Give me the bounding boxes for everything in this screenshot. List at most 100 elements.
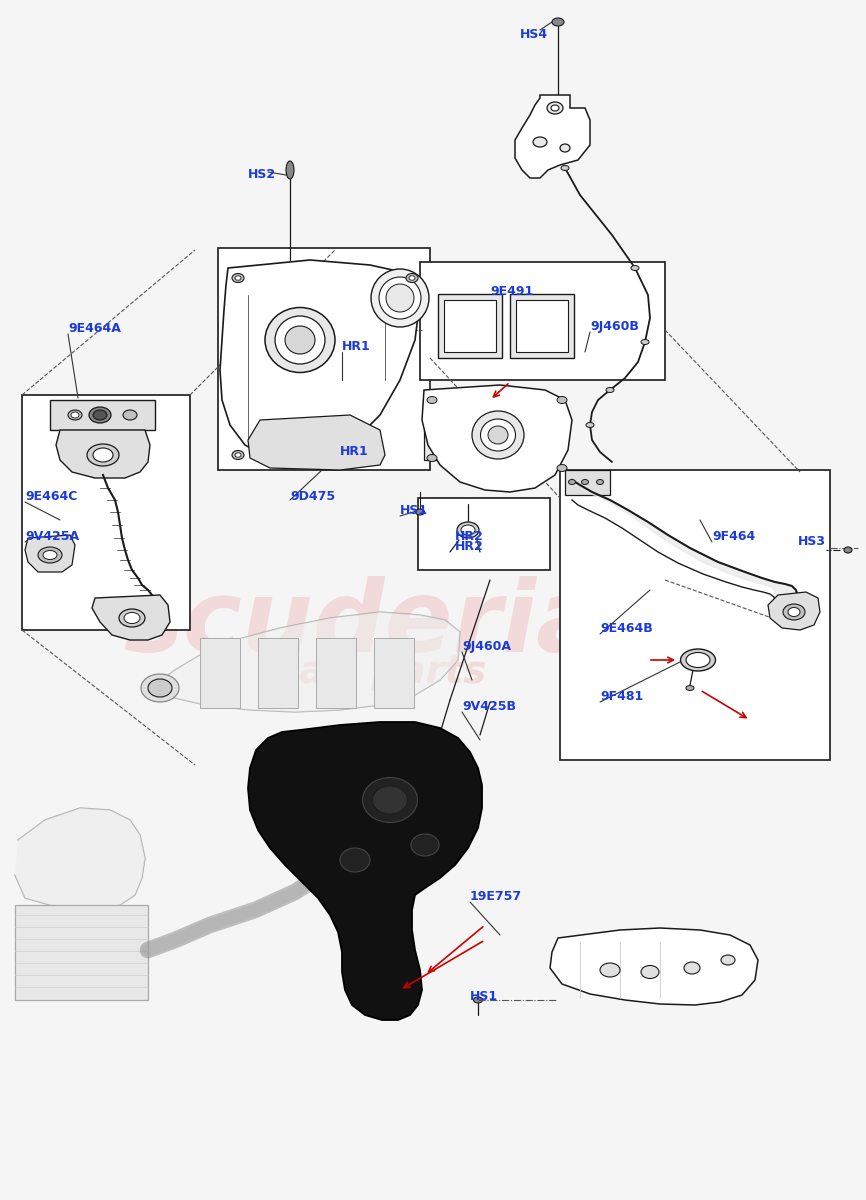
Text: scuderia: scuderia: [124, 576, 604, 672]
Polygon shape: [15, 808, 145, 910]
Ellipse shape: [597, 480, 604, 485]
Ellipse shape: [235, 452, 241, 457]
Ellipse shape: [427, 396, 437, 403]
Bar: [258, 638, 298, 708]
Text: 9F464: 9F464: [712, 530, 755, 542]
Ellipse shape: [123, 410, 137, 420]
Text: car  parts: car parts: [276, 653, 486, 691]
Text: 9V425B: 9V425B: [462, 700, 516, 713]
Ellipse shape: [427, 455, 437, 462]
Ellipse shape: [379, 277, 421, 319]
Bar: [200, 638, 240, 708]
Polygon shape: [56, 430, 150, 478]
Bar: [510, 294, 574, 358]
Ellipse shape: [363, 778, 417, 822]
Polygon shape: [248, 722, 482, 1020]
Bar: [374, 638, 414, 708]
Ellipse shape: [411, 834, 439, 856]
Ellipse shape: [586, 422, 594, 427]
Ellipse shape: [235, 276, 241, 281]
Ellipse shape: [340, 848, 370, 872]
Text: HS2: HS2: [248, 168, 276, 181]
Ellipse shape: [641, 340, 649, 344]
Bar: [444, 300, 496, 352]
Ellipse shape: [372, 786, 408, 814]
Bar: [420, 262, 665, 380]
Ellipse shape: [232, 274, 244, 282]
Ellipse shape: [89, 407, 111, 422]
Ellipse shape: [148, 679, 172, 697]
Text: 9F481: 9F481: [600, 690, 643, 703]
Ellipse shape: [409, 276, 415, 281]
Text: HR1: HR1: [342, 340, 371, 353]
Ellipse shape: [681, 649, 715, 671]
Ellipse shape: [481, 419, 515, 451]
Ellipse shape: [265, 307, 335, 372]
Text: 9E464C: 9E464C: [25, 490, 77, 503]
Ellipse shape: [606, 388, 614, 392]
Ellipse shape: [686, 653, 710, 667]
Text: 9J460A: 9J460A: [462, 640, 511, 653]
Bar: [50, 400, 155, 430]
Text: 9E491: 9E491: [490, 284, 533, 298]
Ellipse shape: [488, 426, 508, 444]
Text: HS1: HS1: [400, 504, 428, 517]
Ellipse shape: [600, 962, 620, 977]
Bar: [424, 408, 448, 460]
Text: 9E464B: 9E464B: [600, 622, 653, 635]
Ellipse shape: [568, 480, 576, 485]
Polygon shape: [248, 415, 385, 470]
Text: 19E757: 19E757: [470, 890, 522, 902]
Ellipse shape: [416, 509, 424, 515]
Ellipse shape: [406, 274, 418, 282]
Bar: [218, 248, 430, 470]
Text: HS3: HS3: [798, 535, 826, 548]
Ellipse shape: [533, 137, 547, 146]
Bar: [565, 470, 610, 494]
Text: HS1: HS1: [470, 990, 498, 1003]
Ellipse shape: [721, 955, 735, 965]
Ellipse shape: [43, 551, 57, 559]
Ellipse shape: [686, 685, 694, 690]
Bar: [560, 470, 830, 760]
Ellipse shape: [232, 450, 244, 460]
Ellipse shape: [561, 166, 569, 170]
Text: 9V425A: 9V425A: [25, 530, 79, 542]
Ellipse shape: [124, 612, 140, 624]
Ellipse shape: [641, 966, 659, 978]
Ellipse shape: [551, 104, 559, 110]
Ellipse shape: [68, 410, 82, 420]
Ellipse shape: [684, 962, 700, 974]
Ellipse shape: [71, 412, 79, 418]
Bar: [438, 294, 502, 358]
Ellipse shape: [119, 608, 145, 626]
Ellipse shape: [275, 316, 325, 364]
Bar: [516, 300, 568, 352]
Polygon shape: [422, 385, 572, 492]
Polygon shape: [515, 95, 590, 178]
Ellipse shape: [285, 326, 315, 354]
Ellipse shape: [87, 444, 119, 466]
Ellipse shape: [472, 410, 524, 458]
Text: HS4: HS4: [520, 28, 548, 41]
Text: HR2: HR2: [455, 540, 484, 553]
Ellipse shape: [371, 269, 429, 326]
Ellipse shape: [474, 997, 482, 1003]
Ellipse shape: [547, 102, 563, 114]
Bar: [316, 638, 356, 708]
Polygon shape: [550, 928, 758, 1006]
Ellipse shape: [788, 607, 800, 617]
Polygon shape: [768, 592, 820, 630]
Ellipse shape: [38, 547, 62, 563]
Ellipse shape: [560, 144, 570, 152]
Polygon shape: [150, 612, 460, 712]
Ellipse shape: [317, 460, 323, 464]
Ellipse shape: [552, 18, 564, 26]
Ellipse shape: [314, 457, 326, 467]
Ellipse shape: [93, 448, 113, 462]
Ellipse shape: [557, 396, 567, 403]
Bar: [418, 498, 550, 570]
Text: 9E464A: 9E464A: [68, 322, 121, 335]
Ellipse shape: [286, 161, 294, 179]
Bar: [22, 395, 190, 630]
